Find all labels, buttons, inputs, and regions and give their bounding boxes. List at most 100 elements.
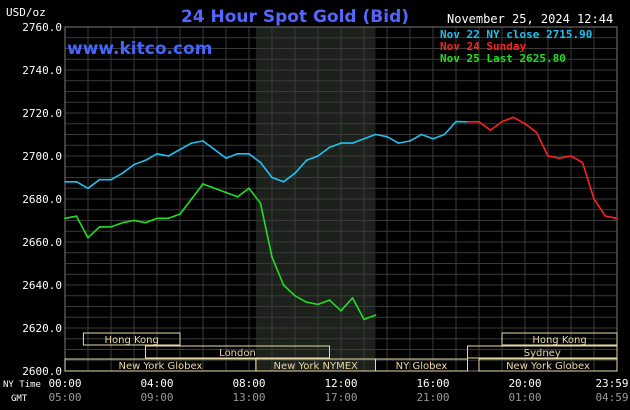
y-tick-label: 2740.0 <box>22 64 62 77</box>
legend-item-nov25: Nov 25 Last 2625.80 <box>440 52 566 65</box>
series-point <box>282 284 285 286</box>
series-point <box>213 148 216 151</box>
series-point <box>386 135 388 138</box>
series-point <box>87 187 89 190</box>
price-series <box>64 116 618 321</box>
series-point <box>512 116 515 119</box>
series-point <box>179 213 181 215</box>
x-tick-label-gmt: 21:00 <box>416 391 449 404</box>
market-band-label: Sydney <box>524 348 561 359</box>
x-tick-label-ny: 00:00 <box>48 377 81 390</box>
series-point <box>535 131 538 134</box>
series-point <box>501 120 503 123</box>
series-point <box>248 187 250 190</box>
series-point <box>64 180 66 183</box>
x-tick-label-ny: 16:00 <box>416 377 449 390</box>
series-point <box>98 178 101 181</box>
series-point <box>455 120 457 123</box>
series-point <box>248 152 250 155</box>
x-tick-label-gmt: 01:00 <box>508 391 541 404</box>
series-point <box>317 303 319 306</box>
series-point <box>443 133 446 136</box>
series-point <box>225 191 227 194</box>
y-tick-label: 2700.0 <box>22 150 62 163</box>
market-band-label: Hong Kong <box>532 335 586 346</box>
series-point <box>351 297 354 299</box>
series-line <box>467 116 618 220</box>
series-point <box>133 219 135 222</box>
market-band <box>501 332 618 346</box>
series-point <box>305 159 308 162</box>
y-tick-label: 2680.0 <box>22 193 62 206</box>
series-point <box>133 163 135 166</box>
series-point <box>236 152 239 155</box>
gmt-label: GMT <box>11 394 28 404</box>
x-tick-label-ny: 23:59 <box>595 377 628 390</box>
series-point <box>616 217 618 220</box>
y-tick-label: 2600.0 <box>22 365 62 378</box>
series-point <box>363 137 365 140</box>
series-point <box>202 140 204 142</box>
series-point <box>363 318 365 321</box>
series-point <box>259 161 262 164</box>
series-point <box>64 217 66 220</box>
series-point <box>432 137 434 140</box>
series-point <box>75 180 78 183</box>
series-point <box>190 198 193 200</box>
series-point <box>271 176 273 179</box>
market-band <box>478 358 618 372</box>
series-line <box>65 120 468 190</box>
market-band <box>64 358 257 372</box>
market-band-label: London <box>219 348 256 359</box>
series-point <box>259 202 262 205</box>
market-session-bands: Hong Kong London New York NYMEX New York Gl… <box>64 332 618 372</box>
y-tick-label: 2720.0 <box>22 107 62 120</box>
series-point <box>524 122 526 125</box>
series-point <box>121 221 124 224</box>
market-band-label: Hong Kong <box>105 335 159 346</box>
series-point <box>190 142 193 145</box>
legend-item-nov22: Nov 22 NY close 2715.90 <box>440 28 592 41</box>
series-point <box>179 148 181 151</box>
x-tick-label-ny: 04:00 <box>140 377 173 390</box>
series-point <box>547 155 549 157</box>
market-band <box>145 345 330 359</box>
series-point <box>75 215 78 218</box>
y-tick-labels: 2760.0 2740.0 2720.0 2700.0 2680.0 2660.0 2640… <box>22 21 62 378</box>
series-point <box>225 157 227 160</box>
x-tick-label-gmt: 05:00 <box>48 391 81 404</box>
market-band-label: NY Globex <box>396 361 448 372</box>
series-point <box>294 172 296 175</box>
x-tick-label-ny: 12:00 <box>324 377 357 390</box>
series-point <box>374 133 377 136</box>
series-point <box>87 236 89 239</box>
series-point <box>156 152 158 155</box>
chart-title: 24 Hour Spot Gold (Bid) <box>181 7 409 27</box>
series-point <box>489 129 492 132</box>
market-band <box>467 345 618 359</box>
series-point <box>328 146 331 149</box>
x-tick-label-ny: 08:00 <box>232 377 265 390</box>
series-point <box>213 187 216 190</box>
series-point <box>340 309 342 312</box>
series-point <box>478 120 480 123</box>
series-point <box>317 155 319 157</box>
series-point <box>328 299 331 301</box>
market-band <box>375 358 468 372</box>
series-point <box>98 226 101 228</box>
market-band <box>82 332 181 346</box>
x-tick-label-gmt: 13:00 <box>232 391 265 404</box>
series-point <box>167 155 170 157</box>
series-point <box>409 140 411 142</box>
series-point <box>156 217 158 220</box>
y-tick-label: 2620.0 <box>22 322 62 335</box>
series-point <box>236 195 239 198</box>
x-tick-label-ny: 20:00 <box>508 377 541 390</box>
series-point <box>374 314 377 316</box>
series-point <box>294 294 296 297</box>
series-point <box>581 161 584 164</box>
series-point <box>271 256 273 258</box>
series-line <box>64 183 376 321</box>
